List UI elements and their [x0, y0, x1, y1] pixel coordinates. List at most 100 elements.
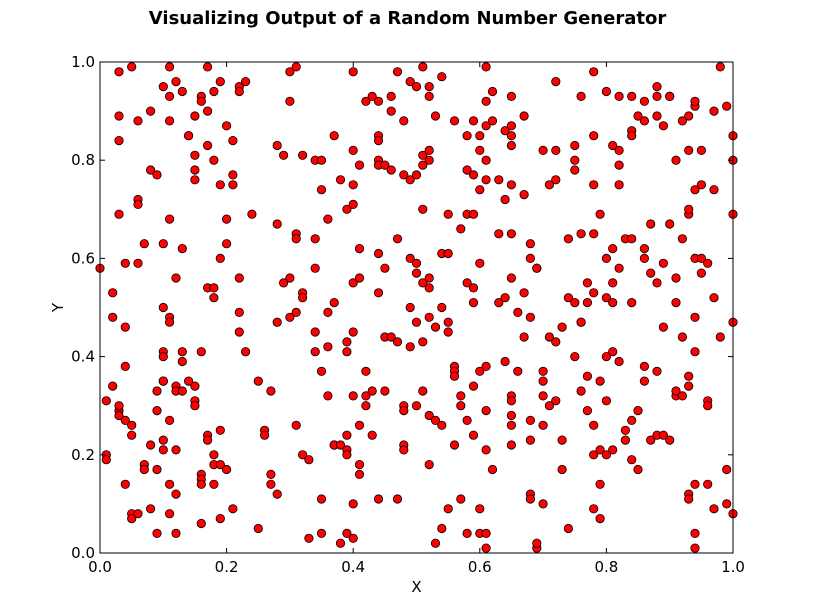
data-point: [601, 293, 612, 303]
data-point: [342, 347, 352, 357]
data-point: [690, 96, 700, 106]
data-point: [582, 371, 593, 381]
data-point: [177, 86, 187, 97]
data-point: [329, 297, 339, 308]
data-point: [361, 401, 371, 411]
data-point: [285, 67, 295, 77]
data-point: [506, 229, 516, 239]
data-point: [513, 307, 523, 317]
data-point: [323, 391, 333, 401]
data-point: [601, 351, 612, 362]
data-point: [120, 322, 130, 332]
data-point: [399, 170, 409, 180]
data-point: [354, 160, 365, 170]
data-point: [158, 82, 168, 92]
data-point: [209, 283, 219, 293]
data-point: [449, 371, 460, 381]
data-point: [114, 111, 124, 121]
data-point: [563, 234, 574, 244]
data-point: [652, 111, 662, 121]
data-point: [234, 327, 244, 337]
data-point: [589, 504, 599, 514]
data-point: [203, 62, 213, 72]
data-point: [589, 67, 599, 77]
data-point: [576, 386, 586, 396]
data-point: [152, 464, 162, 475]
data-point: [475, 258, 485, 268]
data-point: [506, 91, 516, 102]
data-point: [696, 268, 707, 278]
data-point: [646, 268, 656, 278]
data-point: [456, 224, 466, 234]
data-point: [253, 523, 263, 534]
data-point: [696, 253, 707, 263]
data-point: [348, 391, 358, 401]
data-point: [500, 194, 510, 205]
data-point: [272, 489, 282, 499]
data-point: [430, 111, 441, 121]
data-point: [127, 420, 137, 430]
data-point: [684, 111, 694, 121]
data-point: [266, 469, 276, 479]
data-point: [658, 430, 669, 440]
data-point: [367, 91, 377, 102]
data-point: [709, 293, 719, 303]
data-point: [475, 504, 485, 514]
data-point: [418, 337, 428, 347]
data-point: [462, 278, 472, 288]
data-point: [335, 440, 346, 450]
data-point: [165, 479, 175, 489]
data-point: [203, 435, 213, 445]
data-point: [506, 121, 516, 131]
data-point: [165, 509, 175, 519]
data-point: [165, 62, 175, 72]
data-point: [481, 543, 491, 553]
data-point: [203, 106, 213, 116]
data-point: [411, 317, 422, 327]
data-point: [405, 77, 415, 87]
data-point: [177, 356, 187, 367]
data-point: [165, 317, 175, 327]
data-point: [411, 401, 422, 411]
data-point: [392, 67, 403, 77]
data-point: [108, 312, 118, 322]
x-tick-label: 1.0: [721, 558, 745, 576]
data-point: [500, 293, 510, 303]
data-point: [222, 121, 232, 131]
data-point: [601, 253, 612, 263]
data-point: [297, 450, 308, 460]
data-point: [608, 445, 618, 455]
data-point: [538, 420, 548, 430]
data-point: [158, 351, 168, 362]
data-point: [108, 381, 118, 391]
data-point: [506, 410, 516, 421]
data-point: [310, 347, 320, 357]
data-point: [196, 347, 206, 357]
data-point: [348, 533, 358, 543]
data-point: [468, 381, 479, 391]
data-point: [386, 91, 396, 102]
data-point: [209, 86, 219, 97]
data-point: [247, 209, 257, 219]
data-point: [386, 106, 396, 116]
data-point: [158, 445, 168, 455]
data-point: [209, 479, 219, 489]
data-point: [487, 464, 498, 475]
data-point: [310, 234, 320, 244]
data-point: [285, 96, 295, 106]
data-point: [595, 376, 605, 386]
data-point: [272, 140, 282, 151]
data-point: [563, 523, 574, 534]
data-point: [538, 376, 548, 386]
y-tick-label: 1.0: [71, 53, 95, 71]
data-point: [234, 273, 244, 283]
data-point: [544, 332, 555, 342]
data-point: [595, 513, 605, 524]
data-point: [481, 528, 491, 539]
data-point: [190, 401, 200, 411]
data-point: [234, 307, 244, 317]
data-point: [551, 77, 561, 87]
data-point: [158, 239, 168, 249]
data-point: [703, 258, 713, 268]
